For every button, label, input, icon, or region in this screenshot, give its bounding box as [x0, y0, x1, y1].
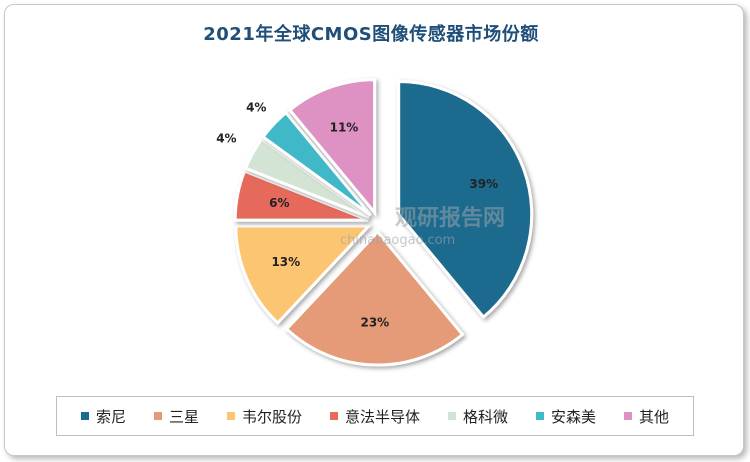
legend-label-6: 安森美 [550, 407, 596, 426]
slice-value-label-4: 6% [269, 196, 289, 210]
legend-swatch-4 [329, 412, 338, 420]
legend-label-3: 韦尔股份 [241, 407, 302, 426]
watermark-url: chinabaogao.com [340, 233, 455, 248]
watermark-text: 观研报告网 [395, 206, 505, 231]
legend-label-5: 格科微 [462, 407, 508, 426]
legend-item-7: 其他 [623, 406, 669, 427]
legend-label-7: 其他 [638, 407, 669, 426]
legend-item-2: 三星 [153, 406, 199, 427]
legend-swatch-1 [80, 412, 89, 420]
pie-slice-6 [261, 110, 372, 217]
legend-item-6: 安森美 [535, 406, 596, 427]
legend-swatch-7 [623, 412, 632, 420]
legend-swatch-6 [535, 412, 544, 420]
slice-value-label-1: 39% [469, 177, 498, 191]
pie-slice-5 [243, 136, 371, 219]
legend-swatch-2 [153, 412, 162, 420]
chart-title: 2021年全球CMOS图像传感器市场份额 [203, 24, 539, 45]
chart-legend: 索尼 三星 韦尔股份 意法半导体 格科微 安森美 其他 [56, 396, 694, 436]
pie-slice-7 [287, 78, 377, 217]
legend-item-4: 意法半导体 [329, 406, 420, 427]
slice-value-label-7: 11% [330, 120, 359, 134]
legend-swatch-5 [447, 412, 456, 420]
legend-label-1: 索尼 [95, 407, 126, 426]
legend-item-5: 格科微 [447, 406, 508, 427]
slice-value-label-2: 23% [360, 315, 389, 329]
pie-slice-4 [233, 169, 369, 222]
legend-label-2: 三星 [168, 407, 199, 426]
slice-value-label-5: 4% [216, 132, 236, 146]
legend-item-3: 韦尔股份 [226, 406, 302, 427]
pie-slice-1 [397, 80, 534, 320]
pie-slice-3 [234, 224, 373, 326]
legend-item-1: 索尼 [80, 406, 126, 427]
legend-swatch-3 [226, 412, 235, 420]
legend-label-4: 意法半导体 [344, 407, 420, 426]
slice-value-label-6: 4% [246, 101, 266, 115]
slice-value-label-3: 13% [271, 255, 300, 269]
pie-slice-2 [284, 229, 465, 367]
